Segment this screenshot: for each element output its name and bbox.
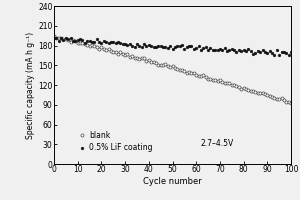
blank — [52, 35, 56, 37]
0.5% LiF coating — [232, 48, 236, 51]
0.5% LiF coating — [52, 37, 56, 39]
0.5% LiF coating — [220, 48, 224, 51]
0.5% LiF coating — [114, 41, 117, 44]
Y-axis label: Specific capacity (mA h g⁻¹): Specific capacity (mA h g⁻¹) — [26, 31, 35, 139]
0.5% LiF coating — [287, 54, 290, 57]
blank — [289, 102, 293, 105]
blank — [218, 79, 222, 82]
blank — [161, 64, 165, 66]
0.5% LiF coating — [289, 51, 293, 53]
Line: blank: blank — [52, 34, 292, 105]
X-axis label: Cycle number: Cycle number — [143, 177, 202, 186]
blank — [194, 74, 198, 76]
blank — [112, 51, 115, 53]
0.5% LiF coating — [64, 36, 68, 39]
Text: 2.7–4.5V: 2.7–4.5V — [201, 139, 234, 148]
0.5% LiF coating — [71, 39, 75, 42]
blank — [230, 84, 234, 86]
Line: 0.5% LiF coating: 0.5% LiF coating — [52, 36, 292, 57]
0.5% LiF coating — [164, 45, 167, 48]
0.5% LiF coating — [197, 45, 200, 47]
Legend: blank, 0.5% LiF coating: blank, 0.5% LiF coating — [77, 129, 154, 154]
blank — [69, 40, 72, 43]
